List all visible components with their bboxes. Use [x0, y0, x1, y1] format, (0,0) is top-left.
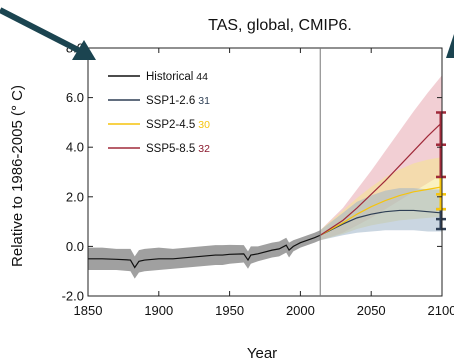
band-historical	[88, 230, 321, 279]
band-ssp5-8-5	[320, 75, 442, 241]
x-tick-label: 1900	[144, 303, 173, 318]
legend-count: 30	[198, 119, 210, 131]
x-tick-label: 1850	[74, 303, 103, 318]
uncertainty-bands	[88, 75, 442, 279]
y-tick-label: 2.0	[66, 189, 84, 204]
x-axis: 1850 1900 1950 2000 2050 2100	[74, 48, 454, 318]
pointer-arrows	[0, 7, 454, 60]
legend-entry: Historical	[146, 71, 193, 83]
right-arrow-head	[446, 34, 454, 58]
end-range-bars	[436, 111, 446, 231]
y-axis-label: Relative to 1986-2005 (° C)	[9, 85, 26, 267]
legend-entry: SSP2-4.5	[146, 119, 195, 131]
x-axis-label: Year	[247, 345, 277, 362]
left-arrow-shaft	[0, 7, 84, 55]
chart-title: TAS, global, CMIP6.	[208, 17, 352, 34]
legend-entry: SSP5-8.5	[146, 143, 195, 155]
plot-frame	[87, 47, 443, 297]
x-tick-label: 2100	[428, 303, 454, 318]
y-tick-label: -2.0	[62, 289, 84, 304]
series-line-historical	[88, 234, 321, 269]
series-line-ssp5-8-5	[319, 121, 443, 236]
x-tick-label: 1950	[215, 303, 244, 318]
series-lines	[88, 121, 443, 269]
series-line-ssp1-2-6	[319, 209, 443, 236]
legend-count: 31	[198, 95, 210, 107]
y-tick-label: 0.0	[66, 239, 84, 254]
series-line-ssp2-4-5	[319, 186, 443, 236]
legend-entry: SSP1-2.6	[146, 95, 195, 107]
legend-count: 44	[196, 71, 208, 83]
band-ssp1-2-6	[320, 188, 442, 241]
y-tick-label: 4.0	[66, 140, 84, 155]
legend-count: 32	[198, 143, 210, 155]
x-tick-label: 2050	[357, 303, 386, 318]
y-tick-label: 6.0	[66, 90, 84, 105]
left-arrow-head	[72, 40, 96, 60]
x-tick-label: 2000	[286, 303, 315, 318]
